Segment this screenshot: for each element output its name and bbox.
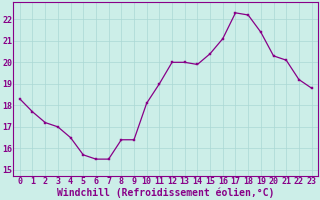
X-axis label: Windchill (Refroidissement éolien,°C): Windchill (Refroidissement éolien,°C) (57, 187, 274, 198)
